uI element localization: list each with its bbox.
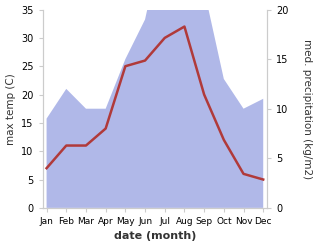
X-axis label: date (month): date (month) (114, 231, 196, 242)
Y-axis label: max temp (C): max temp (C) (5, 73, 16, 144)
Y-axis label: med. precipitation (kg/m2): med. precipitation (kg/m2) (302, 39, 313, 179)
